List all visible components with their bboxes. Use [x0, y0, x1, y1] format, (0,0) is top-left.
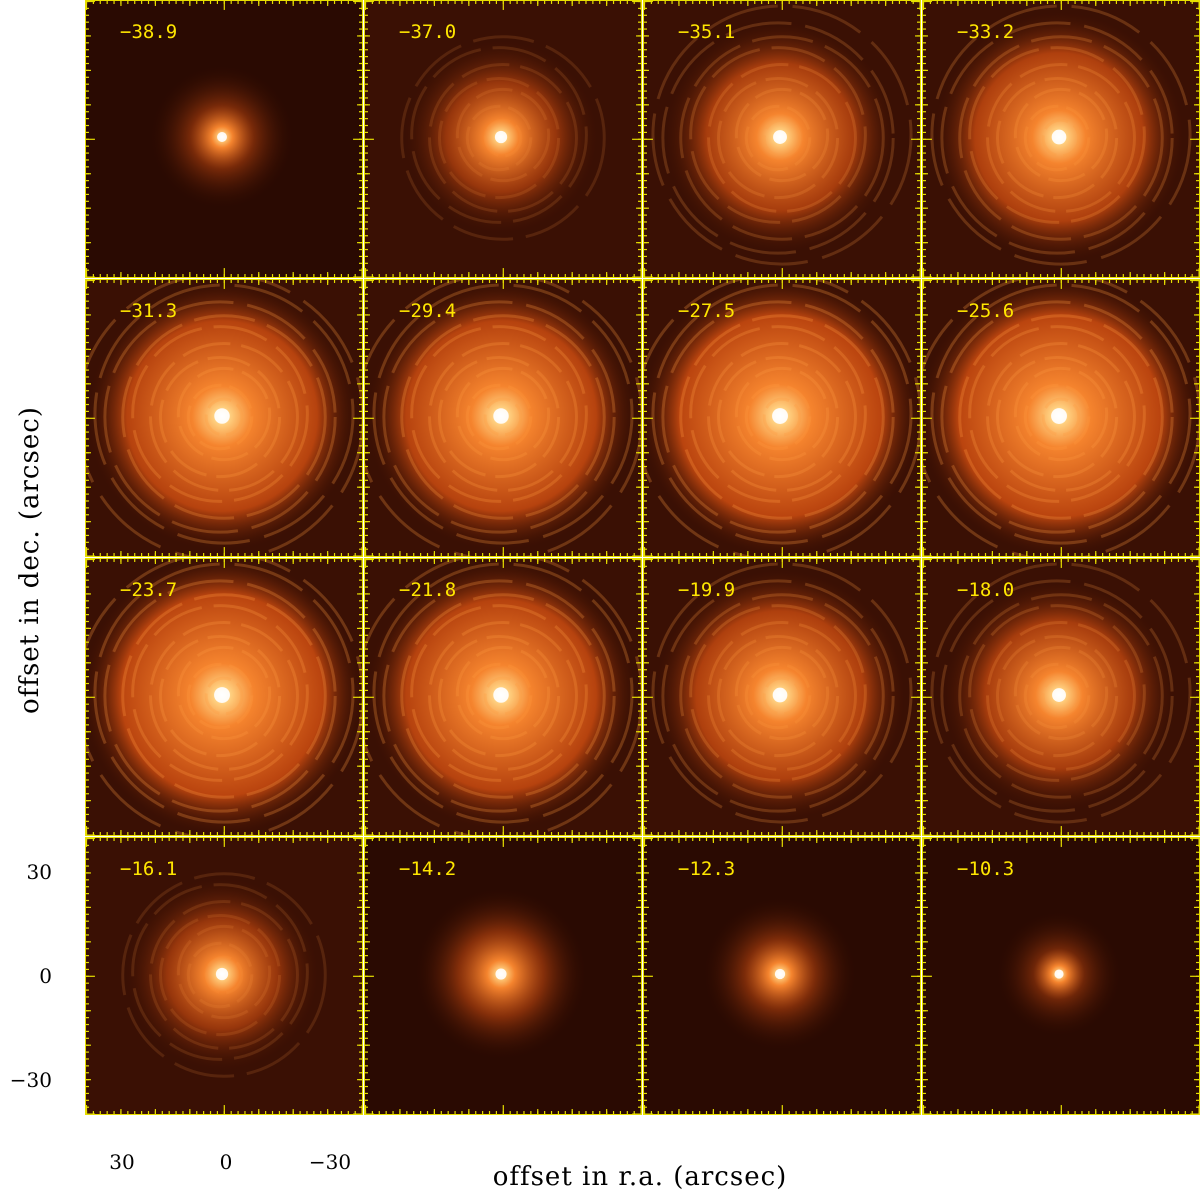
velocity-label: −37.0: [399, 21, 457, 43]
emission-image: [923, 280, 1199, 556]
emission-image: [923, 1, 1199, 277]
x-tick-label: 0: [219, 1150, 233, 1174]
velocity-label: −23.7: [120, 579, 178, 601]
velocity-label: −18.0: [957, 579, 1015, 601]
channel-panel: −25.6: [922, 279, 1200, 557]
x-tick-label: −30: [308, 1150, 352, 1174]
channel-panel: −37.0: [364, 0, 642, 278]
velocity-label: −19.9: [678, 579, 736, 601]
channel-panel: −18.0: [922, 558, 1200, 836]
velocity-label: −29.4: [399, 300, 457, 322]
velocity-label: −33.2: [957, 21, 1015, 43]
channel-panel: −27.5: [643, 279, 921, 557]
y-tick-label: −30: [9, 1068, 52, 1092]
channel-panel: −16.1: [85, 837, 363, 1115]
y-tick-label: 30: [26, 860, 52, 884]
velocity-label: −21.8: [399, 579, 457, 601]
channel-panel: −21.8: [364, 558, 642, 836]
velocity-label: −12.3: [678, 858, 736, 880]
emission-image: [923, 559, 1199, 835]
channel-panel: −35.1: [643, 0, 921, 278]
channel-panel: −14.2: [364, 837, 642, 1115]
channel-panel: −31.3: [85, 279, 363, 557]
velocity-label: −16.1: [120, 858, 178, 880]
x-tick-label: 30: [109, 1150, 135, 1174]
emission-image: [365, 280, 641, 556]
emission-image: [365, 838, 641, 1114]
y-tick-label: 0: [39, 964, 52, 988]
channel-panel: −10.3: [922, 837, 1200, 1115]
emission-image: [644, 559, 920, 835]
velocity-label: −10.3: [957, 858, 1015, 880]
channel-panel: −19.9: [643, 558, 921, 836]
x-axis-label: offset in r.a. (arcsec): [492, 1162, 788, 1192]
velocity-label: −31.3: [120, 300, 178, 322]
emission-image: [86, 280, 362, 556]
emission-image: [86, 559, 362, 835]
channel-map-grid: −38.9 −37.0 −35.1 −33.2 −31.3 −29.4 −27.5 −25.6…: [85, 0, 1200, 1115]
emission-image: [644, 280, 920, 556]
channel-panel: −33.2: [922, 0, 1200, 278]
emission-image: [86, 1, 362, 277]
y-axis-label: offset in dec. (arcsec): [15, 406, 45, 714]
emission-image: [923, 838, 1199, 1114]
emission-image: [86, 838, 362, 1114]
channel-panel: −38.9: [85, 0, 363, 278]
emission-image: [365, 1, 641, 277]
velocity-label: −25.6: [957, 300, 1015, 322]
velocity-label: −35.1: [678, 21, 736, 43]
velocity-label: −27.5: [678, 300, 736, 322]
channel-panel: −23.7: [85, 558, 363, 836]
velocity-label: −14.2: [399, 858, 457, 880]
channel-panel: −29.4: [364, 279, 642, 557]
emission-image: [644, 838, 920, 1114]
velocity-label: −38.9: [120, 21, 178, 43]
emission-image: [365, 559, 641, 835]
emission-image: [644, 1, 920, 277]
channel-panel: −12.3: [643, 837, 921, 1115]
